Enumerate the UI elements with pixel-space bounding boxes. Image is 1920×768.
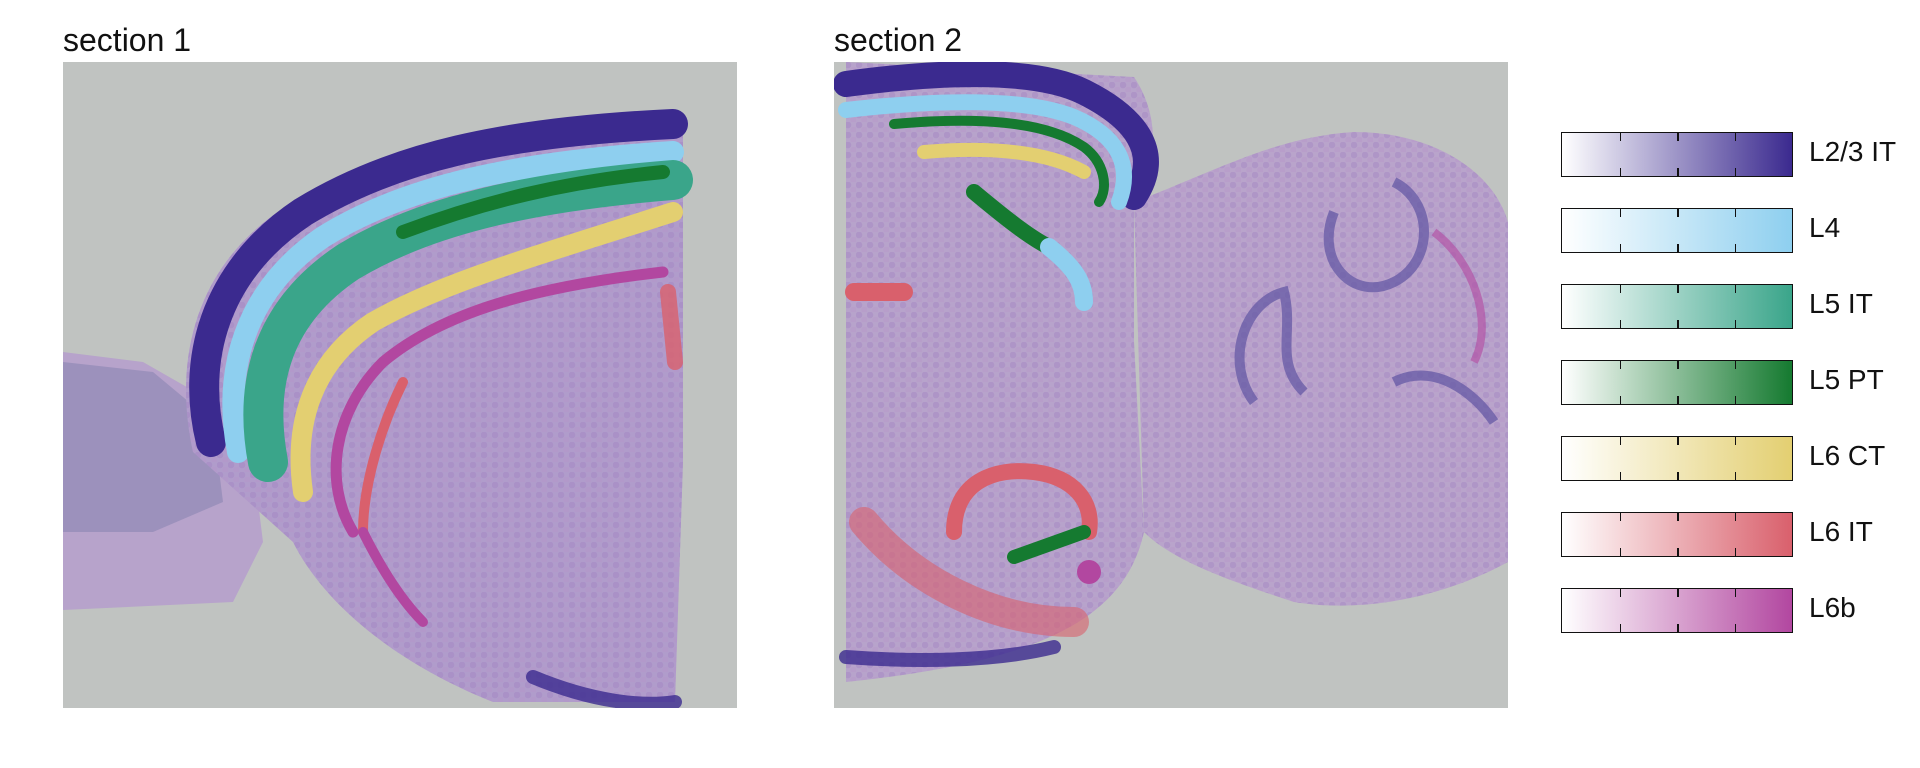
colorbar-tick: [1734, 244, 1736, 252]
section-2-tissue: [834, 62, 1508, 682]
section-2-title: section 2: [834, 22, 963, 58]
colorbar: [1561, 360, 1793, 405]
colorbar-tick: [1677, 548, 1679, 556]
colorbar-tick: [1677, 361, 1679, 369]
colorbar-tick: [1677, 513, 1679, 521]
section-2-image: [834, 62, 1508, 708]
legend-label: L6 IT: [1809, 516, 1873, 547]
colorbar-tick: [1677, 320, 1679, 328]
colorbar-tick: [1734, 209, 1736, 217]
colorbar-tick: [1677, 624, 1679, 632]
colorbar-tick: [1619, 624, 1621, 632]
colorbar-tick: [1619, 320, 1621, 328]
colorbar-tick: [1619, 548, 1621, 556]
section-1-tissue: [63, 109, 693, 708]
colorbar-tick: [1677, 589, 1679, 597]
colorbar-tick: [1734, 133, 1736, 141]
colorbar-tick: [1734, 361, 1736, 369]
colorbar: [1561, 512, 1793, 557]
colorbar-tick: [1619, 589, 1621, 597]
legend-label: L6 CT: [1809, 440, 1886, 471]
section-1-image: [63, 62, 737, 708]
colorbar-tick: [1677, 133, 1679, 141]
colorbar-tick: [1619, 472, 1621, 480]
colorbar-tick: [1619, 513, 1621, 521]
colorbar: [1561, 208, 1793, 253]
colorbar-tick: [1677, 396, 1679, 404]
colorbar-tick: [1677, 437, 1679, 445]
colorbar-tick: [1619, 168, 1621, 176]
colorbar-tick: [1619, 209, 1621, 217]
legend-label: L5 PT: [1809, 364, 1884, 395]
colorbar-tick: [1619, 437, 1621, 445]
colorbar-tick: [1619, 244, 1621, 252]
colorbar-tick: [1734, 513, 1736, 521]
colorbar-tick: [1677, 244, 1679, 252]
legend-label: L6b: [1809, 592, 1856, 623]
colorbar: [1561, 436, 1793, 481]
colorbar-tick: [1677, 472, 1679, 480]
colorbar-tick: [1734, 285, 1736, 293]
colorbar-tick: [1734, 437, 1736, 445]
colorbar-tick: [1734, 168, 1736, 176]
colorbar-tick: [1734, 548, 1736, 556]
colorbar-tick: [1734, 320, 1736, 328]
colorbar-tick: [1619, 361, 1621, 369]
colorbar-tick: [1619, 396, 1621, 404]
colorbar-tick: [1677, 285, 1679, 293]
colorbar-tick: [1677, 209, 1679, 217]
section-1-title: section 1: [63, 22, 192, 58]
legend-label: L4: [1809, 212, 1841, 243]
colorbar-tick: [1677, 168, 1679, 176]
colorbar: [1561, 132, 1793, 177]
legend-label: L2/3 IT: [1809, 136, 1897, 167]
colorbar-tick: [1734, 396, 1736, 404]
colorbar: [1561, 284, 1793, 329]
legend-label: L5 IT: [1809, 288, 1873, 319]
colorbar-tick: [1734, 472, 1736, 480]
colorbar-tick: [1734, 624, 1736, 632]
colorbar-tick: [1734, 589, 1736, 597]
colorbar: [1561, 588, 1793, 633]
colorbar-tick: [1619, 133, 1621, 141]
colorbar-tick: [1619, 285, 1621, 293]
